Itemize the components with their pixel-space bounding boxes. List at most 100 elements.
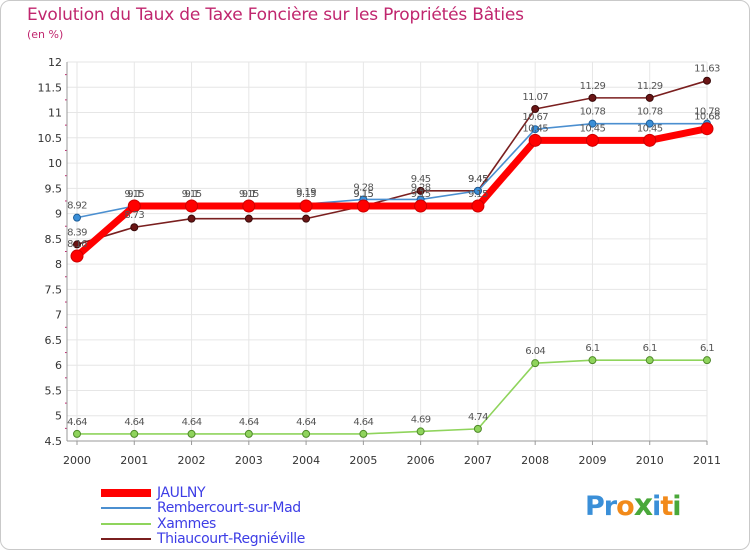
data-point [356, 199, 370, 213]
logo-letter: r [603, 491, 617, 522]
data-label: 9.28 [353, 182, 373, 193]
data-point [643, 133, 657, 147]
x-tick-label: 2002 [178, 454, 206, 467]
legend-label: Xammes [157, 515, 216, 532]
y-tick-label: 6.5 [45, 334, 63, 347]
data-point [73, 240, 81, 249]
y-tick-label: 8 [55, 258, 62, 271]
data-label: 9.15 [239, 189, 259, 200]
data-label: 4.64 [67, 417, 87, 428]
chart-subtitle: (en %) [27, 28, 64, 41]
data-label: 9.1 [242, 189, 256, 200]
data-point [127, 199, 141, 213]
data-point [244, 214, 253, 223]
data-label: 9.45 [411, 174, 431, 185]
data-label: 10.67 [522, 112, 548, 123]
x-tick-label: 2008 [521, 454, 549, 467]
data-point [588, 356, 597, 365]
y-tick-label: 7 [55, 309, 62, 322]
logo-letter: P [585, 491, 605, 522]
x-tick-label: 2000 [63, 454, 91, 467]
data-point [414, 199, 428, 213]
data-label: 11.07 [522, 92, 548, 103]
data-label: 9.15 [468, 189, 488, 200]
data-point [588, 93, 597, 102]
data-label: 9.28 [411, 182, 431, 193]
data-point [528, 133, 542, 147]
data-label: 8.92 [67, 201, 87, 212]
data-point [73, 213, 81, 222]
data-point [703, 356, 711, 365]
x-tick-label: 2007 [464, 454, 492, 467]
data-label: 4.64 [239, 417, 259, 428]
data-label: 10.45 [522, 123, 548, 134]
data-label: 8.39 [67, 227, 87, 238]
legend-swatch [101, 538, 151, 541]
y-tick-label: 4.5 [45, 435, 63, 448]
data-point [700, 122, 714, 136]
data-point [187, 214, 196, 223]
data-point [130, 429, 139, 438]
data-point [531, 359, 540, 368]
series-layer [70, 76, 714, 438]
data-label: 9.19 [296, 187, 316, 198]
data-point [416, 186, 425, 195]
legend-swatch [101, 522, 151, 525]
proxiti-logo: Proxiti [585, 488, 682, 523]
legend-swatch [101, 507, 151, 510]
logo-letter: o [616, 491, 635, 522]
data-point [473, 186, 482, 195]
y-tick-label: 9.5 [45, 182, 63, 195]
data-label: 6.1 [643, 343, 657, 354]
data-label: 10.45 [580, 123, 606, 134]
legend: JAULNY Rembercourt-sur-Mad Xammes Thiaucour… [101, 485, 305, 547]
data-labels-layer: 8.39 8.73 9.15 9.45 9.45 11.07 11.29 11.29 11.63… [67, 64, 721, 428]
data-label: 11.63 [694, 64, 720, 75]
y-tick-label: 5.5 [45, 384, 63, 397]
series-line-JAULNY [73, 125, 711, 260]
logo-letter: t [660, 491, 673, 522]
y-tick-label: 8.5 [45, 233, 63, 246]
data-label: 9.45 [468, 174, 488, 185]
data-label: 9.1 [184, 189, 198, 200]
data-label: 6.1 [700, 343, 714, 354]
data-point [531, 104, 540, 113]
data-label: 10.78 [580, 107, 606, 118]
plot-area [67, 62, 707, 441]
axes-layer: 4.5 5 5.5 6 6.5 7 7.5 8 8.5 9 9.5 10 10.5 11 11.5 12 200… [38, 56, 722, 467]
legend-item: Thiaucourt-Regniéville [101, 531, 305, 548]
y-tick-label: 6 [55, 359, 62, 372]
x-tick-label: 2005 [349, 454, 377, 467]
x-tick-label: 2003 [235, 454, 263, 467]
data-label: 9.15 [411, 189, 431, 200]
data-point [703, 76, 711, 85]
data-label: 9.15 [353, 189, 373, 200]
y-tick-label: 5 [55, 410, 62, 423]
legend-label: Thiaucourt-Regniéville [157, 531, 305, 548]
x-tick-label: 2010 [636, 454, 664, 467]
logo-letter: i [652, 491, 661, 522]
x-tick-label: 2011 [693, 454, 721, 467]
legend-swatch [101, 488, 151, 497]
y-tick-label: 9 [55, 208, 62, 221]
data-label: 9.15 [296, 189, 316, 200]
legend-item: JAULNY [101, 485, 305, 501]
y-tick-label: 11 [48, 107, 62, 120]
data-point [244, 429, 253, 438]
legend-label: Rembercourt-sur-Mad [157, 500, 301, 517]
data-point [299, 199, 313, 213]
data-label: 8.73 [124, 210, 144, 221]
data-point [645, 356, 654, 365]
data-label: 4.64 [353, 417, 373, 428]
data-label: 4.74 [468, 412, 488, 423]
x-tick-label: 2009 [578, 454, 606, 467]
data-label: 4.69 [411, 414, 431, 425]
data-point [185, 199, 199, 213]
grid-layer [67, 61, 708, 442]
y-tick-label: 11.5 [38, 81, 63, 94]
data-label: 10.78 [694, 107, 720, 118]
data-label: 8.16 [67, 239, 87, 250]
data-point [531, 125, 540, 134]
data-label: 10.78 [637, 107, 663, 118]
